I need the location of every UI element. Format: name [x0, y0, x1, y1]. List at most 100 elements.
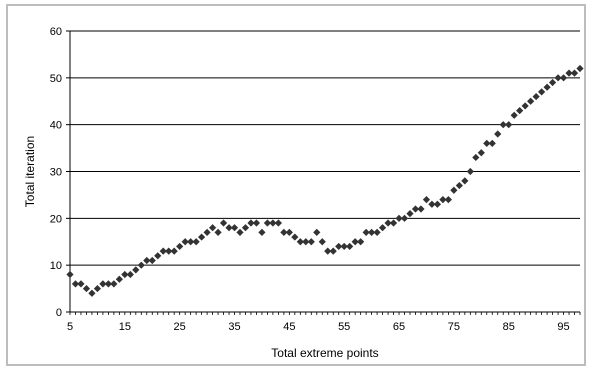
y-tick-label: 50: [50, 73, 62, 85]
data-point: [411, 205, 420, 213]
data-point: [450, 186, 458, 194]
data-point: [532, 92, 540, 101]
data-point: [357, 238, 365, 246]
data-point: [516, 107, 524, 115]
data-point: [82, 284, 91, 293]
data-point: [488, 139, 496, 147]
data-point: [121, 270, 129, 279]
data-point: [198, 233, 206, 241]
data-point: [241, 224, 250, 232]
data-point: [483, 139, 491, 147]
chart-frame: [6, 4, 586, 366]
data-point: [346, 242, 354, 251]
data-point: [263, 219, 272, 227]
x-tick-label: 95: [557, 321, 569, 333]
y-tick-label: 60: [50, 26, 62, 38]
data-point: [433, 200, 442, 208]
data-point: [154, 252, 162, 260]
x-tick-label: 15: [119, 321, 131, 333]
data-point: [406, 210, 414, 218]
data-point: [258, 228, 266, 236]
data-point: [236, 228, 244, 236]
data-point: [378, 224, 387, 232]
x-tick-label: 35: [228, 321, 240, 333]
data-point: [291, 233, 299, 241]
data-point: [554, 74, 562, 82]
data-point: [104, 280, 112, 288]
data-point: [230, 224, 239, 232]
data-point: [559, 74, 568, 82]
y-tick-label: 30: [50, 167, 62, 179]
data-point: [444, 196, 452, 204]
data-point: [170, 247, 178, 255]
data-point: [510, 111, 518, 119]
data-point: [296, 238, 304, 246]
data-point: [439, 196, 447, 204]
data-point: [302, 238, 310, 246]
data-point: [219, 219, 228, 227]
data-point: [329, 247, 337, 255]
data-point: [521, 102, 529, 110]
y-tick-label: 10: [50, 260, 62, 272]
data-point: [126, 270, 134, 279]
data-point: [389, 219, 398, 227]
data-point: [137, 261, 145, 269]
data-point: [477, 149, 485, 157]
data-point: [324, 247, 332, 255]
data-point: [428, 200, 436, 208]
data-point: [252, 219, 261, 227]
data-point: [269, 219, 277, 227]
y-tick-label: 40: [50, 120, 62, 132]
data-point: [165, 247, 173, 255]
data-point: [99, 280, 107, 288]
data-point: [280, 228, 288, 236]
x-tick-label: 45: [283, 321, 295, 333]
data-point: [318, 238, 326, 246]
x-tick-label: 75: [448, 321, 460, 333]
data-point: [472, 153, 480, 162]
data-point: [225, 224, 233, 232]
y-axis-title: Total iteration: [23, 136, 37, 207]
data-point: [466, 167, 474, 176]
data-point: [66, 270, 74, 279]
data-point: [340, 242, 348, 251]
tick-labels: 0 10 20 30 40 50 60 5 15 25 35 45 55 65 75 85 95: [50, 26, 570, 333]
data-point: [247, 219, 255, 227]
data-point: [527, 97, 535, 105]
data-point: [351, 238, 359, 246]
data-point: [143, 256, 151, 265]
data-point: [570, 69, 579, 77]
data-point: [494, 130, 502, 138]
data-point: [274, 219, 282, 227]
data-point: [422, 196, 431, 204]
data-point: [285, 228, 293, 236]
data-point: [192, 238, 200, 246]
data-point: [565, 69, 573, 77]
data-point: [187, 238, 195, 246]
data-point: [132, 266, 140, 274]
axes: [66, 30, 581, 315]
data-point: [368, 228, 376, 236]
data-point: [461, 177, 469, 185]
data-point: [88, 289, 96, 297]
gridlines: [70, 30, 580, 266]
data-point: [110, 280, 118, 288]
data-point: [148, 256, 156, 265]
y-tick-label: 0: [56, 307, 62, 319]
data-point: [115, 275, 123, 283]
data-point: [181, 238, 189, 246]
data-point: [71, 280, 80, 288]
data-point: [214, 228, 222, 236]
data-point: [543, 83, 551, 91]
data-point: [208, 224, 217, 232]
x-tick-label: 25: [174, 321, 186, 333]
y-tick-label: 20: [50, 213, 62, 225]
data-point: [576, 64, 584, 73]
data-point: [77, 280, 85, 288]
x-axis-title: Total extreme points: [271, 346, 378, 360]
data-points: [66, 64, 584, 297]
data-point: [400, 214, 409, 222]
data-point: [335, 242, 343, 251]
data-point: [384, 219, 392, 227]
